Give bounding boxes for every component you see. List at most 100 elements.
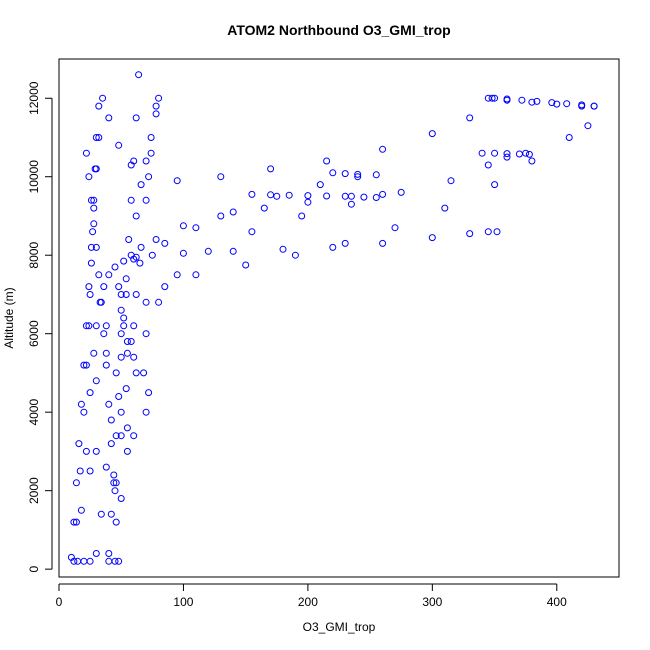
y-tick-label: 2000	[27, 477, 41, 504]
data-point	[323, 157, 331, 165]
data-point	[397, 188, 405, 196]
x-tick-label: 400	[547, 595, 567, 609]
data-point	[95, 102, 103, 110]
data-point	[92, 377, 100, 385]
data-point	[87, 243, 95, 251]
series-2	[105, 122, 592, 565]
data-point	[92, 447, 100, 455]
data-point	[563, 100, 571, 108]
data-point	[565, 134, 573, 141]
data-point	[161, 283, 169, 291]
data-point	[97, 510, 105, 518]
data-point	[112, 432, 120, 440]
series-5	[86, 173, 362, 565]
data-point	[578, 101, 586, 109]
data-point	[152, 110, 160, 118]
data-point	[152, 102, 160, 110]
series-4	[80, 190, 387, 565]
data-point	[82, 322, 90, 330]
data-point	[217, 212, 225, 220]
y-tick-label: 0	[27, 565, 41, 572]
data-point	[105, 550, 113, 557]
data-point	[89, 228, 97, 236]
data-point	[117, 306, 125, 314]
data-point	[372, 194, 380, 201]
data-point	[478, 149, 486, 157]
data-point	[99, 94, 107, 102]
data-point	[192, 224, 200, 232]
data-point	[137, 181, 145, 189]
data-point	[123, 338, 131, 345]
data-point	[130, 432, 138, 440]
data-point	[95, 271, 103, 279]
data-point	[75, 440, 83, 448]
data-point	[72, 479, 80, 487]
data-point	[145, 173, 153, 181]
x-tick-label: 300	[422, 595, 442, 609]
data-points	[67, 71, 598, 565]
data-point	[95, 134, 103, 141]
x-tick-label: 200	[298, 595, 318, 609]
data-point	[102, 349, 110, 357]
data-point	[503, 95, 511, 103]
series-14	[478, 149, 533, 158]
data-point	[77, 400, 85, 408]
data-point	[248, 190, 256, 198]
data-point	[360, 193, 368, 201]
y-tick-label: 6000	[27, 320, 41, 347]
data-point	[484, 228, 492, 236]
data-point	[105, 271, 113, 279]
data-point	[528, 98, 536, 106]
data-point	[100, 283, 108, 291]
data-point	[304, 192, 312, 200]
data-point	[122, 275, 130, 283]
plot-frame	[58, 58, 620, 578]
data-point	[379, 239, 387, 247]
data-point	[137, 243, 145, 251]
data-point	[90, 220, 98, 228]
data-point	[130, 157, 138, 165]
series-15	[488, 94, 598, 110]
data-point	[145, 389, 153, 397]
data-point	[503, 150, 511, 158]
data-point	[217, 173, 225, 181]
data-point	[117, 432, 125, 440]
data-point	[117, 408, 125, 416]
data-point	[298, 212, 306, 220]
data-point	[102, 361, 110, 369]
data-point	[204, 247, 212, 255]
data-point	[123, 424, 131, 432]
y-tick-label: 10000	[27, 160, 41, 194]
data-point	[518, 96, 526, 104]
data-point	[105, 557, 113, 565]
data-point	[525, 150, 533, 158]
data-point	[107, 440, 115, 448]
data-point	[142, 157, 150, 165]
data-point	[115, 283, 123, 291]
data-point	[142, 196, 150, 204]
data-point	[112, 479, 120, 487]
x-axis: 0 100 200 300 400	[56, 583, 567, 609]
data-point	[87, 196, 95, 204]
data-point	[92, 322, 100, 330]
data-point	[391, 224, 399, 232]
data-point	[161, 239, 169, 247]
data-point	[127, 196, 135, 204]
data-point	[123, 447, 131, 455]
data-point	[117, 330, 125, 338]
series-1	[74, 228, 501, 565]
data-point	[102, 463, 110, 471]
data-point	[267, 165, 275, 173]
data-point	[90, 349, 98, 357]
data-point	[86, 557, 94, 565]
data-point	[347, 192, 355, 200]
series-6	[92, 94, 163, 557]
data-point	[112, 369, 120, 377]
data-point	[142, 408, 150, 416]
y-tick-label: 8000	[27, 242, 41, 269]
data-point	[100, 330, 108, 338]
data-point	[111, 263, 119, 271]
data-point	[117, 353, 125, 361]
data-point	[80, 557, 88, 565]
data-point	[97, 298, 105, 306]
